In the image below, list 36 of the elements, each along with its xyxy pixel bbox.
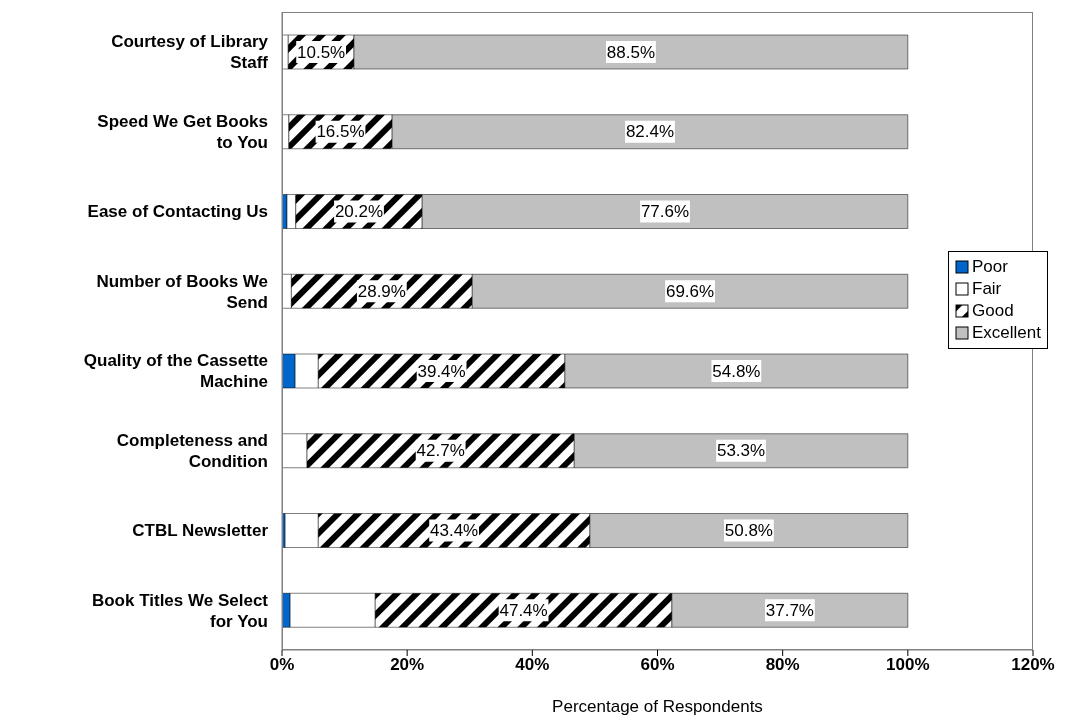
x-tick-label: 20% xyxy=(390,655,425,675)
data-label: 82.4% xyxy=(625,122,675,142)
y-tick-label: Book Titles We Select for You xyxy=(91,590,269,631)
data-label: 69.6% xyxy=(665,281,715,301)
x-tick-label: 60% xyxy=(640,655,675,675)
data-label: 47.4% xyxy=(499,600,548,620)
y-tick-label: Quality of the Cassette Machine xyxy=(83,350,268,391)
y-tick-label: Courtesy of Library Staff xyxy=(111,31,269,72)
legend-label: Fair xyxy=(972,278,1002,300)
x-tick-label: 80% xyxy=(765,655,800,675)
x-tick-label: 40% xyxy=(515,655,550,675)
y-tick-label: Number of Books We Send xyxy=(96,271,268,312)
x-axis-title: Percentage of Respondents xyxy=(552,697,763,716)
y-tick-label: Ease of Contacting Us xyxy=(87,201,268,221)
data-label: 50.8% xyxy=(724,521,773,540)
data-label: 42.7% xyxy=(416,441,465,461)
data-label: 10.5% xyxy=(297,42,346,62)
legend-label: Poor xyxy=(972,256,1008,278)
y-tick-label: Speed We Get Books to You xyxy=(97,111,268,152)
data-label: 39.4% xyxy=(417,361,466,381)
legend-label: Excellent xyxy=(972,322,1041,344)
y-tick-label: Completeness and Condition xyxy=(116,430,268,471)
data-label: 88.5% xyxy=(606,42,655,62)
data-label: 54.8% xyxy=(712,361,761,381)
y-tick-label: CTBL Newsletter xyxy=(132,520,269,540)
data-label: 16.5% xyxy=(316,122,365,142)
data-label: 28.9% xyxy=(357,281,406,301)
x-tick-label: 100% xyxy=(886,655,930,675)
data-label: 37.7% xyxy=(765,600,814,620)
data-label: 20.2% xyxy=(334,202,384,221)
x-tick-label: 0% xyxy=(269,655,295,675)
x-tick-label: 120% xyxy=(1011,655,1055,675)
data-label: 77.6% xyxy=(640,202,690,221)
legend-label: Good xyxy=(972,300,1014,322)
data-label: 53.3% xyxy=(716,441,766,461)
data-label: 43.4% xyxy=(430,521,479,540)
